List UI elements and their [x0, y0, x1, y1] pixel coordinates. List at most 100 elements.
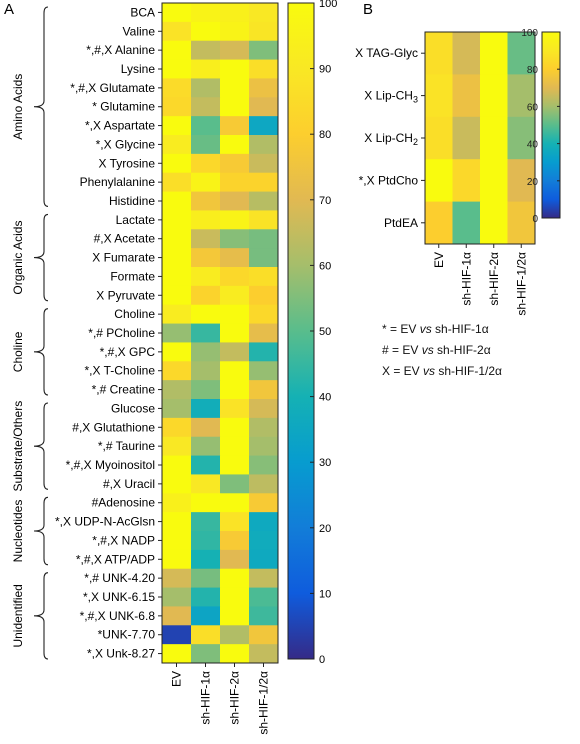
heatmap-cell — [191, 210, 221, 230]
heatmap-cell — [249, 153, 279, 174]
heatmap-cell — [162, 191, 192, 211]
key-target: sh-HIF-2α — [437, 343, 491, 357]
key-item: * = EV vs sh-HIF-1α — [382, 322, 489, 336]
heatmap-cell — [220, 625, 250, 645]
heatmap-cell — [162, 587, 192, 607]
heatmap-cell — [452, 32, 481, 75]
group-label: Choline — [11, 331, 25, 372]
y-tick-label: #,X Glutathione — [72, 420, 155, 434]
heatmap-cell — [249, 248, 279, 268]
heatmap-cell — [162, 40, 192, 60]
heatmap-cell — [249, 436, 279, 456]
y-tick-label-subscript: 2 — [413, 137, 418, 147]
heatmap-cell — [220, 3, 250, 23]
y-tick-label-text: X Lip-CH — [364, 89, 413, 103]
heatmap-cell — [191, 116, 221, 136]
heatmap-cell — [191, 417, 221, 438]
heatmap-cell — [162, 606, 192, 626]
heatmap-cell — [162, 116, 192, 136]
heatmap-cell — [425, 159, 453, 202]
y-tick-label: *,X T-Choline — [85, 364, 156, 378]
heatmap-cell — [162, 568, 192, 588]
heatmap-cell — [220, 116, 250, 136]
heatmap-cell — [220, 361, 250, 381]
heatmap-cell — [507, 201, 536, 245]
heatmap-cell — [480, 201, 508, 245]
heatmap-cell — [162, 323, 192, 343]
heatmap-cell — [220, 417, 250, 438]
heatmap-cell — [220, 191, 250, 211]
key-symbol: # = EV — [382, 343, 419, 357]
heatmap-cell — [191, 267, 221, 287]
group-label: Organic Acids — [11, 221, 25, 295]
heatmap-cell — [220, 285, 250, 306]
y-tick-label: *,X UDP-N-AcGlsn — [55, 515, 155, 529]
key-target: sh-HIF-1/2α — [438, 364, 502, 378]
heatmap-cell — [425, 201, 453, 245]
heatmap-cell — [162, 78, 192, 98]
colorbar — [287, 2, 315, 660]
group-brace — [33, 402, 49, 490]
colorbar-tick-label: 20 — [527, 177, 539, 188]
group-label: Substrate/Others — [11, 401, 25, 492]
y-tick-label: *,#,X ATP/ADP — [76, 552, 155, 566]
heatmap-cell — [191, 455, 221, 475]
heatmap-cell — [162, 97, 192, 117]
heatmap-cell — [220, 455, 250, 475]
colorbar-tick-label: 20 — [319, 523, 331, 535]
y-tick-label: X Lip-CH3 — [364, 89, 418, 105]
heatmap-cell — [249, 229, 279, 249]
y-tick-label: *,X Aspartate — [85, 119, 155, 133]
heatmap-cell — [191, 59, 221, 79]
heatmap-cell — [191, 97, 221, 117]
heatmap-cell — [425, 32, 453, 75]
heatmap-cell — [249, 361, 279, 381]
group-brace — [33, 6, 49, 207]
heatmap-cell — [249, 493, 279, 513]
y-tick-label: *,X Unk-8.27 — [87, 647, 155, 661]
x-tick-label: sh-HIF-2α — [487, 252, 501, 306]
heatmap-cell — [191, 568, 221, 588]
heatmap-cell — [507, 32, 536, 75]
heatmap-cell — [249, 21, 279, 42]
y-tick-label: X Pyruvate — [96, 288, 155, 302]
y-tick-label: *,#,X GPC — [100, 345, 156, 359]
heatmap-cell — [249, 59, 279, 79]
heatmap-cell — [162, 153, 192, 174]
heatmap-cell — [162, 172, 192, 192]
heatmap-cell — [162, 59, 192, 79]
heatmap-cell — [220, 549, 250, 570]
y-tick-label: *,X PtdCho — [359, 173, 419, 187]
heatmap-cell — [220, 267, 250, 287]
heatmap-cell — [162, 248, 192, 268]
heatmap-cell — [162, 531, 192, 551]
heatmap-cell — [249, 549, 279, 570]
x-tick-label: sh-HIF-2α — [228, 671, 242, 725]
heatmap-cell — [191, 153, 221, 174]
y-tick-label: X TAG-Glyc — [355, 46, 418, 60]
heatmap-cell — [220, 399, 250, 419]
heatmap-cell — [249, 97, 279, 117]
heatmap-cell — [480, 32, 508, 75]
group-brace — [33, 496, 49, 566]
y-tick-label-text: PtdEA — [384, 216, 418, 230]
heatmap-cell — [249, 135, 279, 155]
heatmap-cell — [480, 74, 508, 118]
heatmap-cell — [249, 380, 279, 400]
heatmap-cell — [191, 512, 221, 532]
heatmap-cell — [191, 172, 221, 192]
heatmap-cell — [220, 436, 250, 456]
y-tick-label: #,X Uracil — [103, 477, 155, 491]
y-tick-label: X Tyrosine — [99, 156, 156, 170]
heatmap-cell — [452, 159, 481, 202]
key-item: # = EV vs sh-HIF-2α — [382, 343, 491, 357]
heatmap-cell — [162, 436, 192, 456]
y-tick-label: *,#,X NADP — [92, 533, 155, 547]
heatmap-cell — [249, 644, 279, 664]
group-label: Amino Acids — [11, 74, 25, 140]
heatmap-cell — [162, 399, 192, 419]
heatmap-cell — [220, 342, 250, 362]
heatmap-cell — [249, 455, 279, 475]
key-symbol: * = EV — [382, 322, 417, 336]
y-tick-label: BCA — [130, 5, 155, 19]
